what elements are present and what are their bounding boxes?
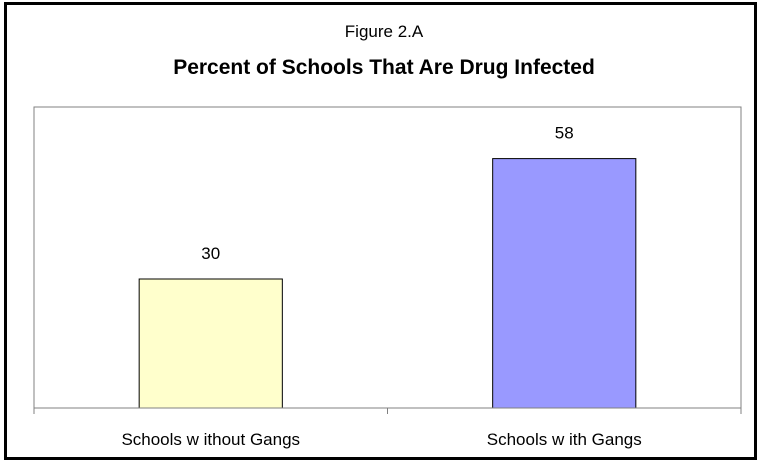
bars-layer bbox=[138, 158, 637, 409]
x-tick-label-2: Schools w ith Gangs bbox=[487, 430, 642, 449]
labels-layer: 30 Schools w ithout Gangs 58 Schools w ith … bbox=[121, 124, 641, 449]
x-axis bbox=[33, 407, 742, 414]
bar-1 bbox=[138, 278, 283, 409]
bar-2 bbox=[492, 158, 637, 409]
x-tick-label-1: Schools w ithout Gangs bbox=[121, 430, 300, 449]
data-label-2: 58 bbox=[555, 124, 574, 143]
data-label-1: 30 bbox=[201, 244, 220, 263]
figure-label: Figure 2.A bbox=[344, 22, 424, 41]
chart-title: Percent of Schools That Are Drug Infecte… bbox=[173, 56, 595, 79]
